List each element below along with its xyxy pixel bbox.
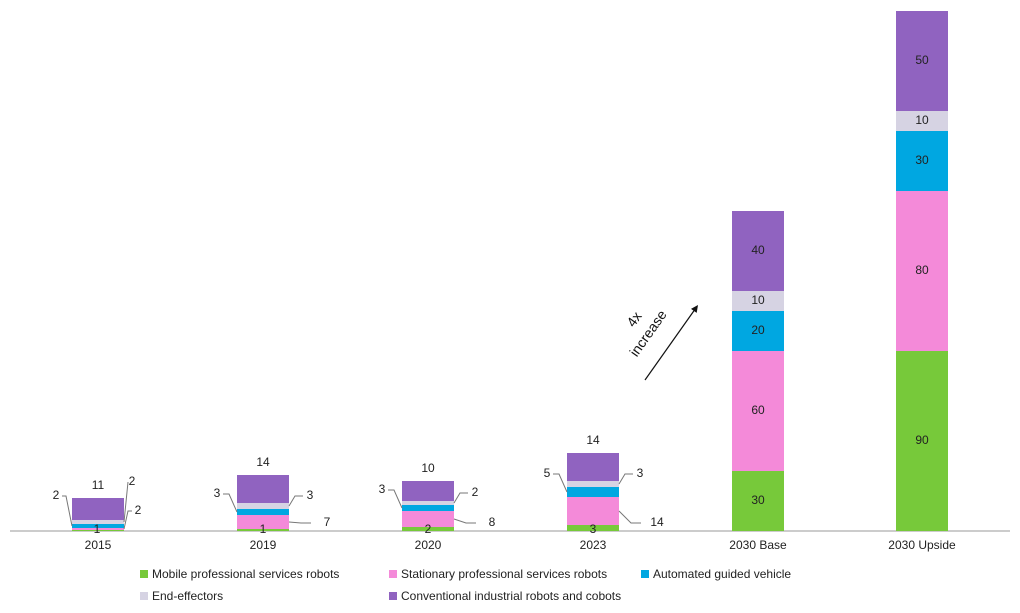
- data-label-2015-stationary: 2: [135, 503, 142, 517]
- legend-swatch-end-effectors: [140, 592, 148, 600]
- legend-label-conventional: Conventional industrial robots and cobot…: [401, 589, 622, 603]
- bar-2020-series-2: [402, 505, 454, 511]
- leader-line-2015-end: [123, 481, 129, 523]
- leader-line-2020-agv: [388, 489, 403, 509]
- data-label-2020-stationary: 8: [489, 515, 496, 529]
- bar-2030-upside-series-1: [896, 191, 948, 351]
- data-label-2015-end: 2: [129, 474, 136, 488]
- increase-arrowhead: [691, 305, 698, 313]
- bar-2019-series-3: [237, 503, 289, 509]
- data-label-2030-upside-mobile: 90: [915, 433, 929, 447]
- data-label-2020-mobile: 2: [425, 522, 432, 536]
- legend-swatch-mobile: [140, 570, 148, 578]
- legend-label-end-effectors: End-effectors: [152, 589, 224, 603]
- leader-line-2019-stationary: [288, 521, 311, 524]
- leader-line-2015-agv: [62, 495, 73, 527]
- bar-2019-series-2: [237, 509, 289, 515]
- data-label-2030-upside-stationary: 80: [915, 263, 929, 277]
- bar-2030-upside-series-2: [896, 131, 948, 191]
- leader-line-2015-stationary: [123, 510, 132, 530]
- legend-label-mobile: Mobile professional services robots: [152, 567, 340, 581]
- legend-label-agv: Automated guided vehicle: [653, 567, 792, 581]
- bar-2020-series-0: [402, 527, 454, 531]
- data-label-2030-base-end: 10: [751, 293, 765, 307]
- bar-2030-base-series-4: [732, 211, 784, 291]
- bar-2019-series-1: [237, 515, 289, 529]
- x-tick-label-2030-base: 2030 Base: [729, 538, 787, 552]
- data-label-2030-upside-conv: 50: [915, 53, 929, 67]
- leader-line-2023-agv: [553, 473, 568, 493]
- bar-2020-series-1: [402, 511, 454, 527]
- x-tick-label-2019: 2019: [250, 538, 277, 552]
- bar-2030-upside-series-3: [896, 111, 948, 131]
- bar-2023-series-2: [567, 487, 619, 497]
- data-label-2020-end: 2: [472, 485, 479, 499]
- bar-2015-series-3: [72, 520, 124, 524]
- data-label-2023-stationary: 14: [650, 515, 664, 529]
- legend-swatch-conventional: [389, 592, 397, 600]
- x-tick-label-2015: 2015: [85, 538, 112, 552]
- data-label-2023-mobile: 3: [590, 522, 597, 536]
- data-label-2030-base-stationary: 60: [751, 403, 765, 417]
- bar-2019-series-0: [237, 529, 289, 531]
- bar-2030-base-series-3: [732, 291, 784, 311]
- legend-item-stationary: Stationary professional services robots: [389, 567, 607, 581]
- x-tick-label-2020: 2020: [415, 538, 442, 552]
- data-label-2019-stationary: 7: [324, 515, 331, 529]
- legend-item-end-effectors: End-effectors: [140, 589, 223, 603]
- bar-2030-upside-series-4: [896, 11, 948, 111]
- data-label-2023-agv: 5: [544, 466, 551, 480]
- data-label-2030-upside-end: 10: [915, 113, 929, 127]
- data-label-2019-conv: 14: [256, 455, 270, 469]
- bar-2030-upside-series-0: [896, 351, 948, 531]
- bar-2023-series-3: [567, 481, 619, 487]
- data-label-2019-agv: 3: [214, 486, 221, 500]
- bar-2015-series-1: [72, 528, 124, 530]
- legend-item-agv: Automated guided vehicle: [641, 567, 791, 581]
- bar-2020-series-4: [402, 481, 454, 501]
- legend-swatch-agv: [641, 570, 649, 578]
- data-label-2030-base-mobile: 30: [751, 493, 765, 507]
- leader-line-2023-stationary: [618, 510, 641, 524]
- leader-line-2019-end: [288, 495, 303, 507]
- data-label-2023-end: 3: [637, 466, 644, 480]
- data-label-2030-upside-agv: 30: [915, 153, 929, 167]
- x-tick-label-2030-upside: 2030 Upside: [888, 538, 956, 552]
- data-label-2030-base-conv: 40: [751, 243, 765, 257]
- bar-2015-series-0: [72, 530, 124, 531]
- data-label-2019-end: 3: [307, 488, 314, 502]
- bar-2023-series-4: [567, 453, 619, 481]
- increase-arrow-line: [644, 310, 695, 381]
- data-label-2030-base-agv: 20: [751, 323, 765, 337]
- data-label-2015-agv: 2: [53, 488, 60, 502]
- bar-2030-base-series-1: [732, 351, 784, 471]
- legend: Mobile professional services robots Stat…: [0, 562, 1020, 612]
- leader-line-2019-agv: [223, 493, 238, 513]
- data-label-2020-conv: 10: [421, 461, 435, 475]
- x-tick-label-2023: 2023: [580, 538, 607, 552]
- leader-line-2020-stationary: [453, 518, 476, 524]
- legend-label-stationary: Stationary professional services robots: [401, 567, 608, 581]
- data-label-2020-agv: 3: [379, 482, 386, 496]
- data-label-2023-conv: 14: [586, 433, 600, 447]
- stacked-bar-chart: 2015 2019 2020 2023 2030 Base 2030 Upside3060…: [10, 11, 1010, 552]
- bar-2015-series-2: [72, 524, 124, 528]
- bar-2030-base-series-2: [732, 311, 784, 351]
- annotation-4x: 4x: [623, 308, 645, 329]
- data-label-2015-conv: 11: [92, 478, 105, 492]
- bar-2030-base-series-0: [732, 471, 784, 531]
- data-label-2015-mobile: 1: [94, 522, 101, 536]
- data-label-2019-mobile: 1: [260, 522, 267, 536]
- legend-swatch-stationary: [389, 570, 397, 578]
- bar-2019-series-4: [237, 475, 289, 503]
- bar-2023-series-0: [567, 525, 619, 531]
- leader-line-2023-end: [618, 473, 633, 485]
- legend-item-conventional: Conventional industrial robots and cobot…: [389, 589, 621, 603]
- legend-item-mobile: Mobile professional services robots: [140, 567, 339, 581]
- leader-line-2020-end: [453, 492, 468, 504]
- bar-2015-series-4: [72, 498, 124, 520]
- bar-2023-series-1: [567, 497, 619, 525]
- bar-2020-series-3: [402, 501, 454, 505]
